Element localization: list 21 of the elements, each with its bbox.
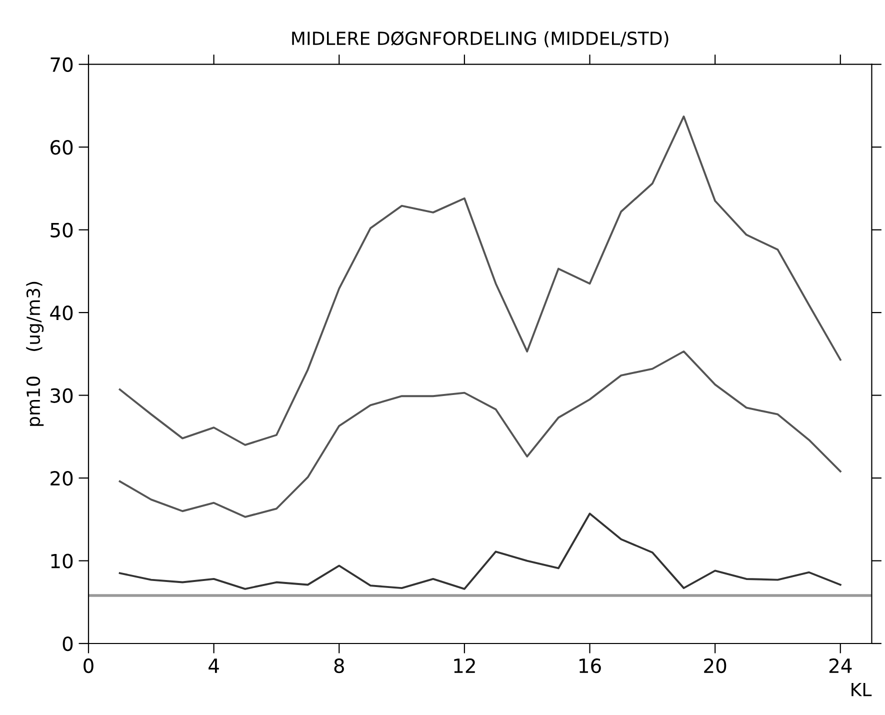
y-tick-label: 30 [50, 388, 73, 403]
y-axis-title: pm10 (ug/m3) [26, 282, 44, 426]
x-tick-label: 12 [454, 658, 475, 673]
x-tick-label: 20 [704, 658, 726, 674]
y-tick-label: 40 [50, 306, 73, 320]
chart-title: MIDLERE DØGNFORDELING (MIDDEL/STD) [292, 31, 668, 48]
x-axis-title: KL [852, 683, 872, 696]
y-tick-label: 10 [51, 554, 73, 568]
line-series [118, 350, 842, 518]
line-series [118, 116, 842, 446]
x-tick-label: 24 [829, 658, 852, 673]
y-tick-label: 0 [62, 636, 73, 652]
y-tick-label: 20 [50, 470, 73, 486]
x-tick-label: 4 [208, 658, 219, 673]
line-series [118, 512, 842, 590]
y-tick-label: 50 [50, 222, 73, 238]
x-tick-label: 0 [84, 658, 94, 674]
x-tick-label: 8 [334, 658, 344, 674]
y-tick-label: 60 [50, 140, 73, 155]
x-tick-label: 16 [580, 658, 601, 674]
y-tick-label: 70 [50, 57, 73, 72]
